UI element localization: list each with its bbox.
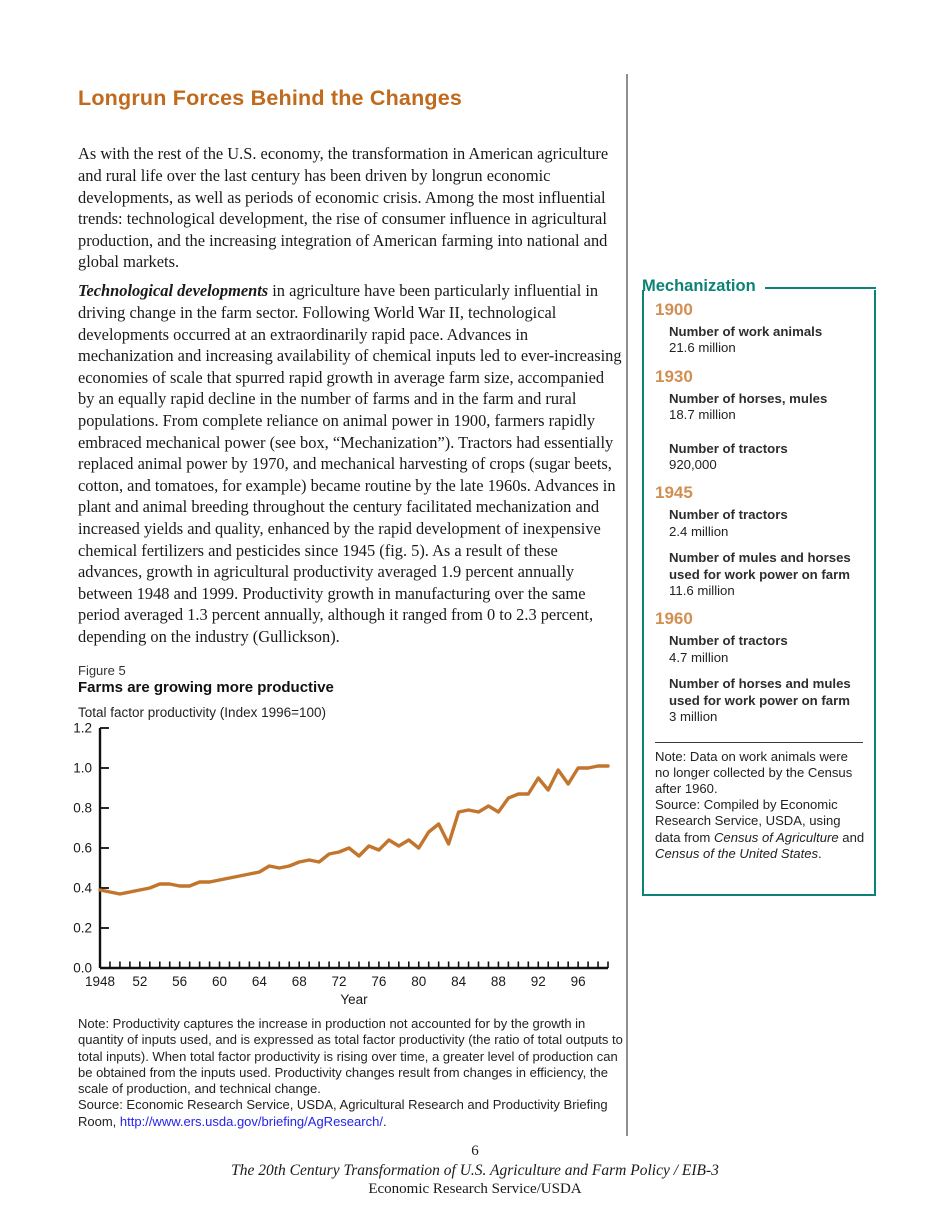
svg-text:Year: Year	[340, 992, 368, 1007]
tfp-chart-svg: 0.0 0.2 0.4 0.6 0.8 1.0 1.2 1948 52 56 60 64 68 72 76 8…	[73, 722, 610, 1007]
mech-source-p2: and	[838, 829, 865, 845]
technology-paragraph-rest: in agriculture have been particularly in…	[78, 281, 622, 646]
mech-source-i2: Census of the United States	[655, 845, 819, 861]
mech-source-p1: Source: Compiled by Economic Research Se…	[655, 797, 841, 845]
mechanization-box-header: Mechanization	[642, 277, 876, 296]
mech-item: Number of mules and horses used for work…	[669, 550, 865, 599]
tfp-line-chart: 0.0 0.2 0.4 0.6 0.8 1.0 1.2 1948 52 56 60 64 68 72 76 8…	[58, 722, 620, 1010]
mech-item-label: Number of tractors	[669, 633, 788, 649]
svg-text:96: 96	[571, 974, 586, 989]
svg-text:0.6: 0.6	[73, 841, 92, 856]
mech-item-value: 18.7 million	[669, 407, 736, 423]
mech-source-text: Source: Compiled by Economic Research Se…	[655, 797, 865, 862]
mech-item: Number of tractors 2.4 million	[669, 507, 865, 540]
svg-text:1948: 1948	[85, 974, 115, 989]
mech-item-label: Number of work animals	[669, 324, 823, 339]
mech-item: Number of tractors 920,000	[669, 441, 865, 474]
mech-year-1945: 1945	[655, 483, 693, 503]
mech-item-label: Number of tractors	[669, 507, 788, 523]
mech-year-1900: 1900	[655, 300, 693, 319]
technology-paragraph-lead: Technological developments	[78, 281, 269, 301]
mech-note-text: Note: Data on work animals were no longe…	[655, 748, 853, 796]
mech-item-label: Number of mules and horses used for work…	[669, 550, 851, 582]
svg-text:56: 56	[172, 974, 187, 989]
svg-text:0.2: 0.2	[73, 921, 92, 936]
svg-text:64: 64	[252, 974, 268, 989]
mech-item: Number of horses, mules 18.7 million	[669, 391, 865, 424]
publisher: Economic Research Service/USDA	[368, 1181, 582, 1197]
svg-text:88: 88	[491, 974, 506, 989]
page-number: 6	[471, 1143, 479, 1159]
mech-item-value: 3 million	[669, 709, 718, 725]
mech-note: Note: Data on work animals were no longe…	[655, 749, 865, 862]
svg-text:60: 60	[212, 974, 227, 989]
figure-note-text: Note: Productivity captures the increase…	[78, 1016, 623, 1097]
svg-text:72: 72	[332, 974, 347, 989]
mech-source-i1: Census of Agriculture	[713, 829, 839, 845]
mechanization-box: 1900 Number of work animals 21.6 million…	[642, 290, 876, 896]
svg-text:76: 76	[371, 974, 386, 989]
page-title: Longrun Forces Behind the Changes	[78, 86, 463, 111]
svg-text:0.4: 0.4	[73, 881, 92, 896]
figure-label: Figure 5	[78, 663, 126, 678]
mech-year-1930: 1930	[655, 366, 693, 386]
mech-item-value: 4.7 million	[669, 649, 729, 665]
mechanization-box-title: Mechanization	[642, 277, 756, 295]
figure-note: Note: Productivity captures the increase…	[78, 1016, 626, 1130]
mechanization-box-title-rule	[764, 287, 876, 289]
publication-title: The 20th Century Transformation of U.S. …	[231, 1162, 719, 1179]
page-footer: 6 The 20th Century Transformation of U.S…	[0, 1143, 950, 1198]
mech-item-value: 11.6 million	[669, 583, 735, 599]
mech-item-value: 2.4 million	[669, 523, 729, 539]
svg-text:1.0: 1.0	[73, 761, 92, 776]
svg-text:1.2: 1.2	[73, 722, 92, 736]
mech-item-label: Number of horses, mules	[669, 390, 828, 406]
mech-item-label: Number of tractors	[669, 440, 788, 456]
svg-text:0.8: 0.8	[73, 801, 92, 816]
svg-text:52: 52	[132, 974, 147, 989]
svg-text:0.0: 0.0	[73, 961, 92, 976]
mech-item: Number of tractors 4.7 million	[669, 633, 865, 666]
svg-text:68: 68	[292, 974, 307, 989]
figure-source-prefix: Source: Economic Research Service, USDA,…	[78, 1097, 608, 1129]
technology-paragraph: Technological developments in agricultur…	[78, 280, 622, 647]
mech-note-rule	[655, 741, 863, 743]
chart-y-axis-title: Total factor productivity (Index 1996=10…	[78, 705, 327, 720]
svg-text:80: 80	[411, 974, 426, 989]
mech-item: Number of work animals 21.6 million	[669, 324, 865, 357]
svg-text:84: 84	[451, 974, 467, 989]
mech-item-value: 920,000	[669, 457, 717, 473]
mech-item-value: 21.6 million	[669, 340, 736, 356]
column-divider-rule	[626, 74, 628, 1136]
intro-paragraph: As with the rest of the U.S. economy, th…	[78, 144, 609, 272]
figure-source-link[interactable]: http://www.ers.usda.gov/briefing/AgResea…	[119, 1113, 383, 1129]
figure-source-suffix: .	[382, 1113, 387, 1129]
figure-title: Farms are growing more productive	[78, 679, 334, 696]
mech-item-label: Number of horses and mules used for work…	[669, 676, 851, 708]
mech-source-p3: .	[818, 845, 822, 861]
svg-text:92: 92	[531, 974, 546, 989]
mech-item: Number of horses and mules used for work…	[669, 676, 865, 725]
mech-year-1960: 1960	[655, 609, 693, 629]
